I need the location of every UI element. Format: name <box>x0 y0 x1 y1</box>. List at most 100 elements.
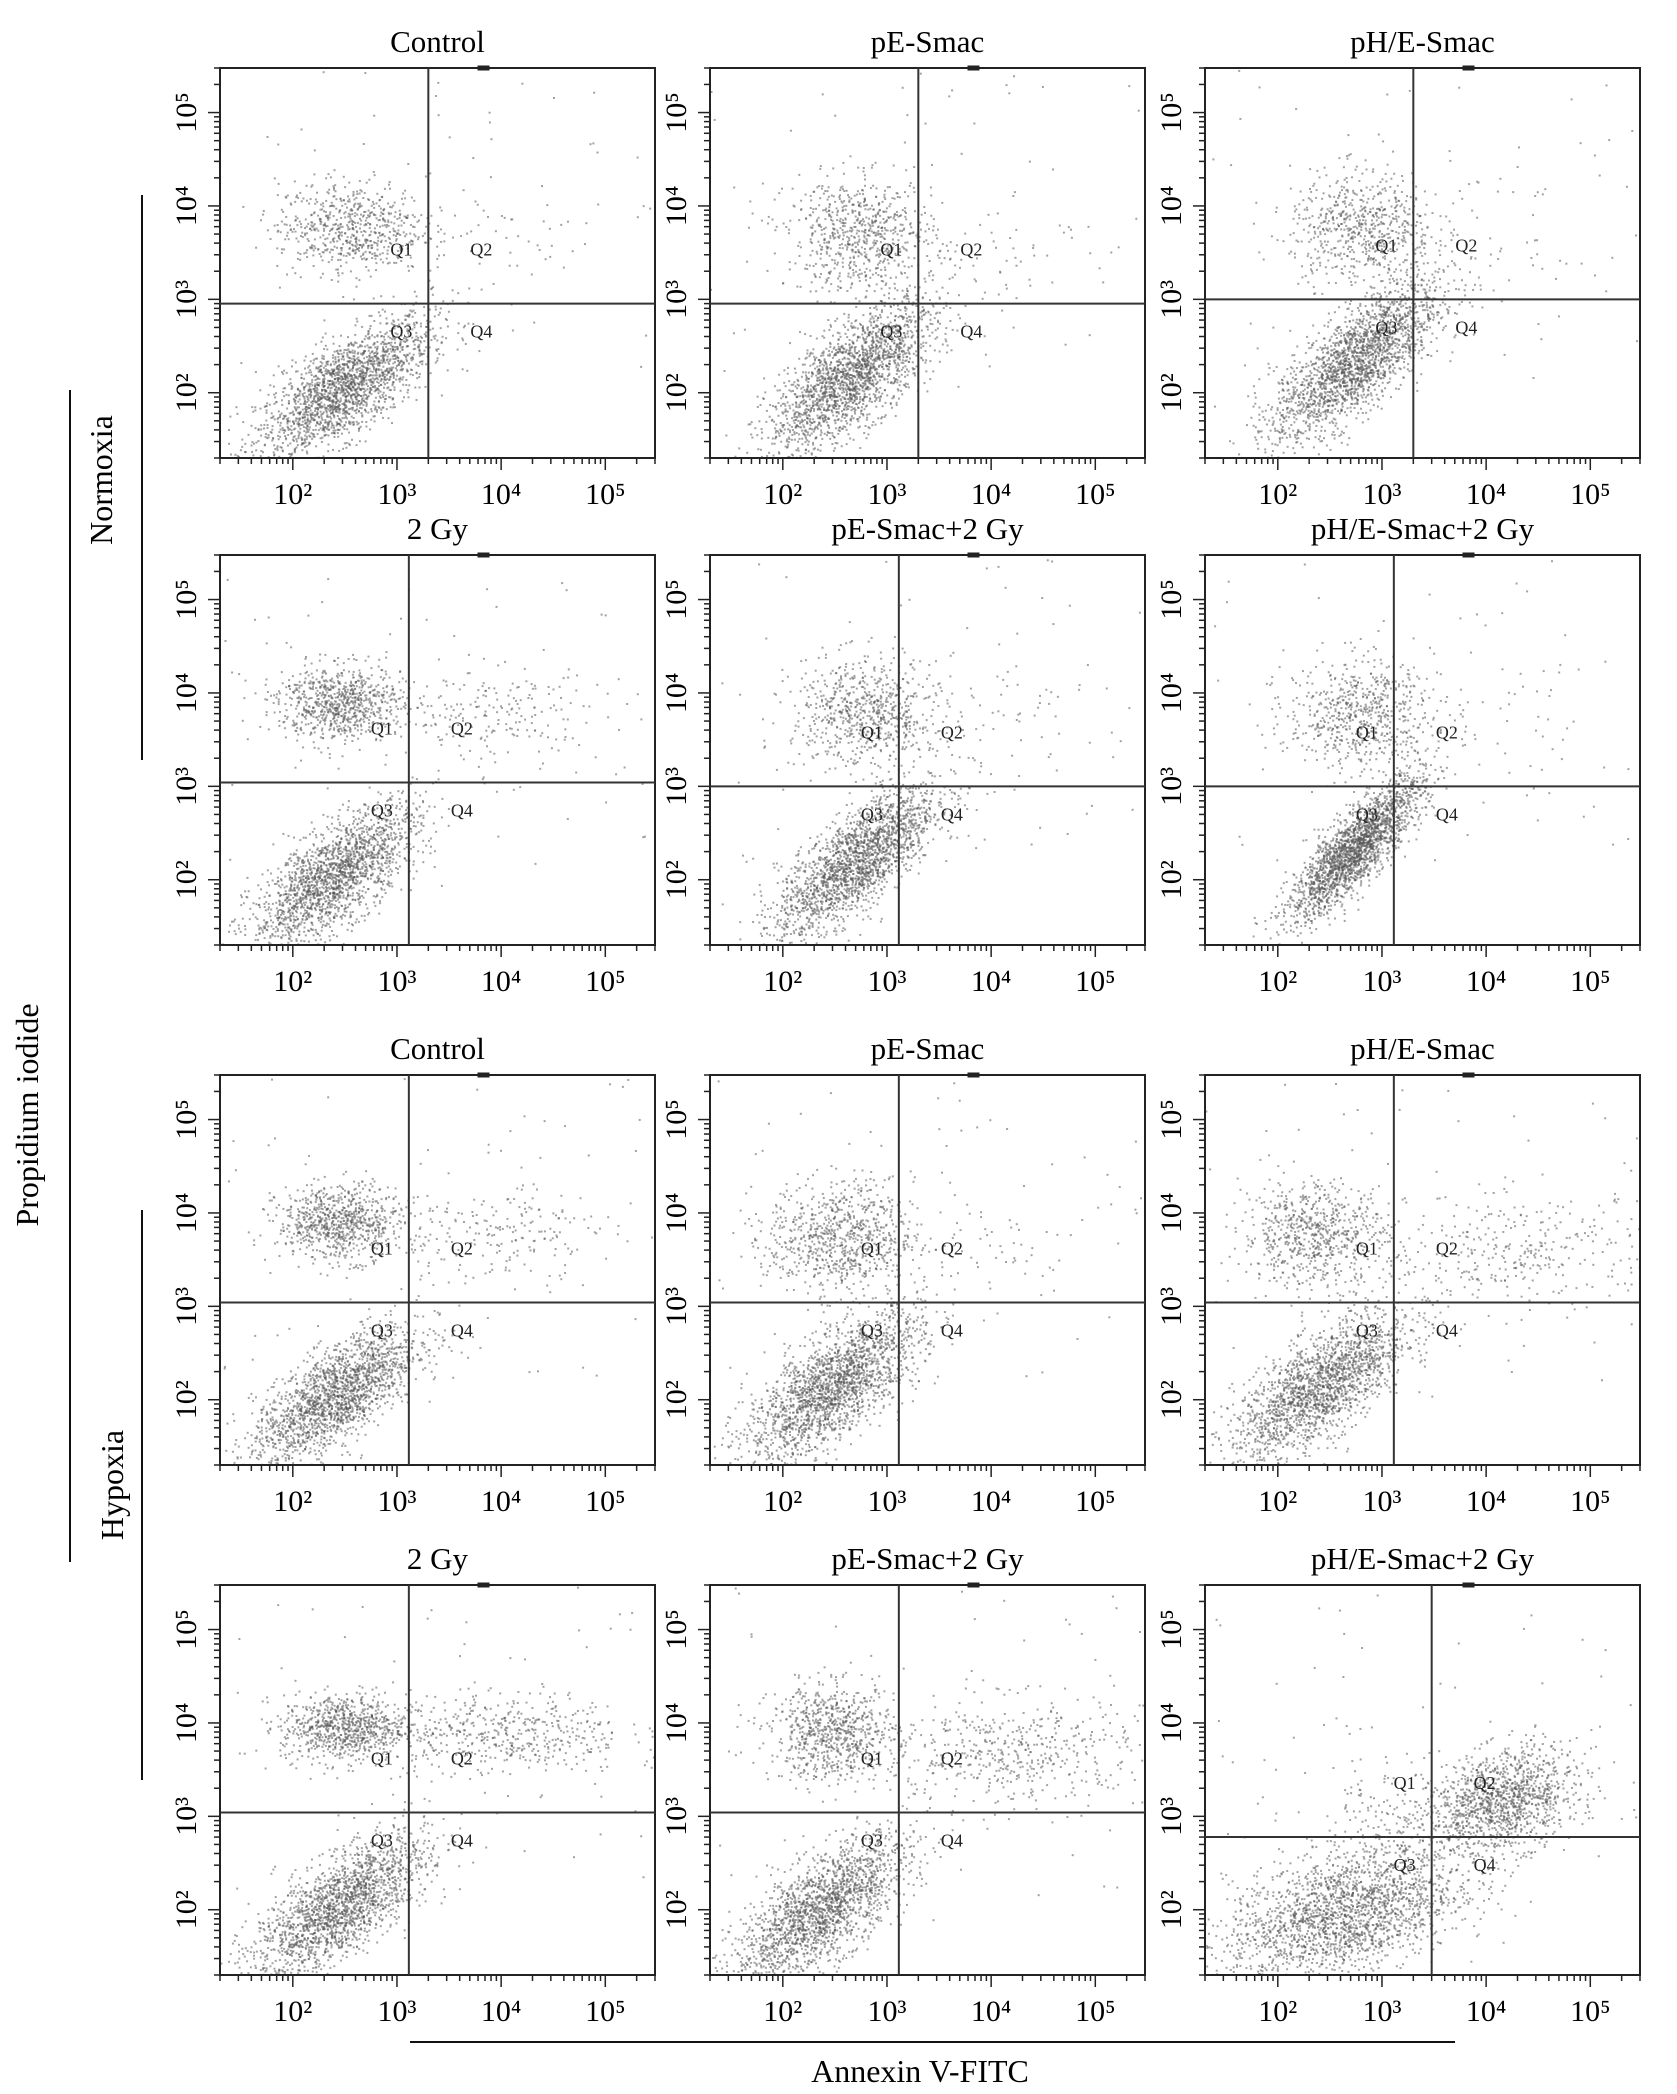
event-dot <box>347 241 350 244</box>
event-dot <box>369 362 372 365</box>
event-dot <box>297 430 300 433</box>
event-dot <box>361 258 363 261</box>
event-dot <box>349 374 352 377</box>
event-dot <box>285 371 288 374</box>
event-dot <box>907 335 910 338</box>
event-dot <box>841 379 844 382</box>
event-dot <box>333 436 336 438</box>
event-dot <box>294 215 297 218</box>
event-dot <box>804 409 807 412</box>
event-dot <box>314 357 317 360</box>
event-dot <box>866 329 869 332</box>
event-dot <box>393 346 396 348</box>
event-dot <box>337 355 340 358</box>
event-dot <box>353 215 356 218</box>
event-dot <box>922 314 925 316</box>
event-dot <box>395 356 398 359</box>
event-dot <box>809 353 812 356</box>
event-dot <box>359 202 362 205</box>
event-dot <box>864 352 867 354</box>
event-dot <box>819 444 822 446</box>
event-dot <box>904 365 907 368</box>
event-dot <box>360 373 363 376</box>
event-dot <box>401 368 404 370</box>
event-dot <box>306 452 309 455</box>
event-dot <box>282 391 285 393</box>
event-dot <box>330 412 333 415</box>
event-dot <box>437 313 440 316</box>
event-dot <box>369 223 371 225</box>
event-dot <box>867 388 870 391</box>
event-dot <box>875 372 878 375</box>
event-dot <box>332 195 335 198</box>
event-dot <box>362 399 365 402</box>
event-dot <box>342 296 345 298</box>
event-dot <box>760 455 763 458</box>
event-dot <box>832 395 835 398</box>
event-dot <box>381 308 384 311</box>
event-dot <box>862 358 865 361</box>
event-dot <box>305 395 308 398</box>
event-dot <box>824 387 827 390</box>
event-dot <box>850 352 853 355</box>
event-dot <box>355 196 358 199</box>
event-dot <box>382 358 385 361</box>
event-dot <box>299 403 302 406</box>
event-dot <box>850 417 853 420</box>
event-dot <box>834 402 837 405</box>
event-dot <box>818 364 821 367</box>
event-dot <box>311 437 314 440</box>
event-dot <box>883 294 886 297</box>
event-dot <box>776 430 779 433</box>
event-dot <box>856 336 859 339</box>
event-dot <box>361 245 364 248</box>
event-dot <box>324 421 327 423</box>
event-dot <box>236 412 239 415</box>
event-dot <box>816 379 819 382</box>
event-dot <box>873 360 876 363</box>
event-dot <box>328 396 331 399</box>
event-dot <box>288 464 290 466</box>
event-dot <box>406 328 409 331</box>
event-dot <box>382 348 385 351</box>
event-dot <box>837 361 840 363</box>
event-dot <box>870 340 873 343</box>
event-dot <box>280 446 283 449</box>
event-dot <box>812 396 815 398</box>
event-dot <box>808 415 811 417</box>
event-dot <box>808 390 811 393</box>
event-dot <box>795 474 797 476</box>
event-dot <box>889 321 892 324</box>
event-dot <box>293 228 295 230</box>
event-dot <box>542 220 545 223</box>
event-dot <box>892 377 895 380</box>
event-dot <box>487 216 489 218</box>
event-dot <box>898 324 901 327</box>
event-dot <box>836 374 839 377</box>
event-dot <box>820 273 822 275</box>
event-dot <box>800 387 803 390</box>
event-dot <box>817 223 820 226</box>
event-dot <box>906 287 908 290</box>
event-dot <box>341 225 344 228</box>
event-dot <box>842 350 845 353</box>
event-dot <box>879 398 882 401</box>
event-dot <box>788 429 791 432</box>
event-dot <box>445 319 448 321</box>
event-dot <box>920 346 923 349</box>
event-dot <box>822 367 824 370</box>
event-dot <box>316 433 319 436</box>
event-dot <box>286 231 289 234</box>
event-dot <box>902 332 905 334</box>
event-dot <box>398 378 401 381</box>
event-dot <box>397 318 400 321</box>
event-dot <box>310 418 313 421</box>
event-dot <box>352 421 355 424</box>
event-dot <box>329 211 332 214</box>
event-dot <box>327 394 329 397</box>
event-dot <box>422 352 425 355</box>
event-dot <box>388 183 390 186</box>
event-dot <box>389 187 391 190</box>
event-dot <box>326 422 329 425</box>
event-dot <box>439 311 441 314</box>
